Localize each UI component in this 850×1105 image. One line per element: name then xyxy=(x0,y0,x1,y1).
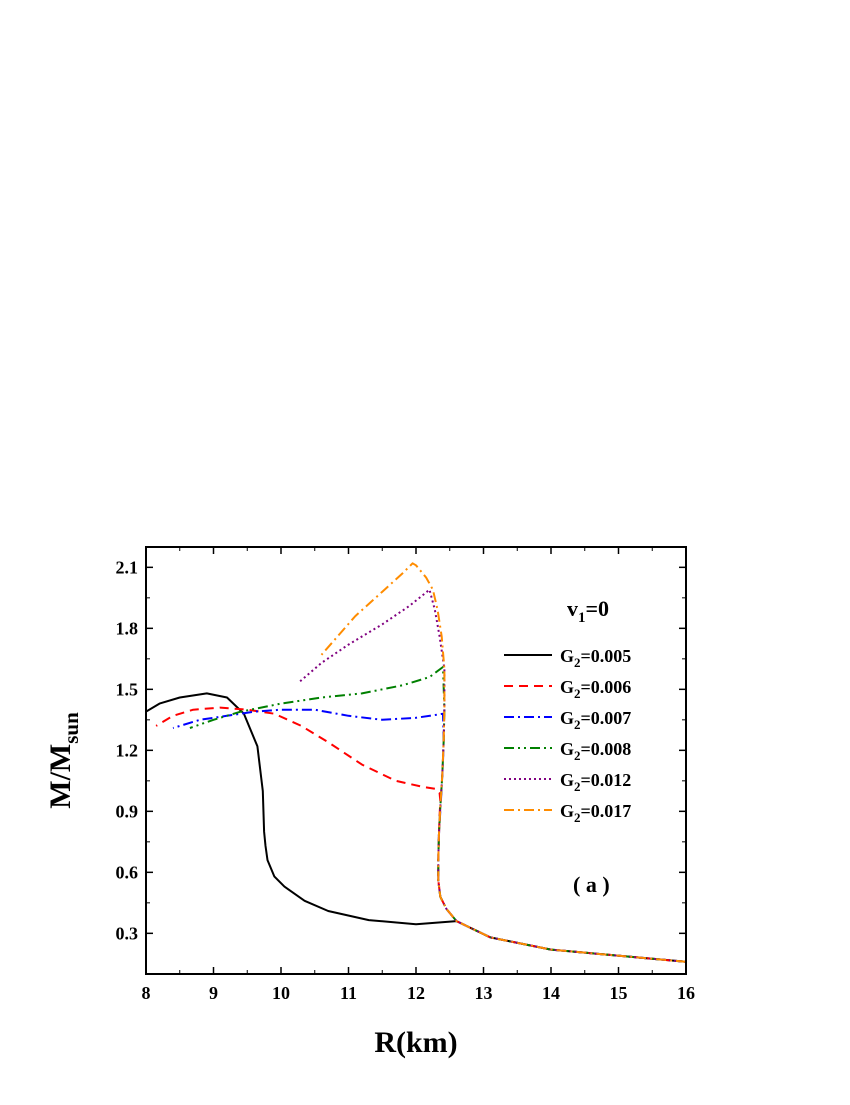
y-tick-label: 0.3 xyxy=(116,923,139,943)
legend-label: G2=0.006 xyxy=(560,677,631,701)
x-tick-label: 13 xyxy=(475,983,493,1003)
legend-label: G2=0.007 xyxy=(560,708,631,732)
x-tick-label: 15 xyxy=(610,983,628,1003)
legend-title-sub: 1 xyxy=(578,610,586,626)
y-axis-label: M/Msun xyxy=(44,712,83,809)
legend-label: G2=0.005 xyxy=(560,646,631,670)
y-tick-label: 2.1 xyxy=(116,557,139,577)
legend: G2=0.005 G2=0.006 G2=0.007 G2=0.008 G2=0.012… xyxy=(504,646,631,825)
legend-title: v1=0 xyxy=(567,596,609,626)
x-tick-label: 9 xyxy=(209,983,218,1003)
series-line-0.012 xyxy=(297,588,686,963)
x-tick-label: 14 xyxy=(542,983,560,1003)
legend-label: G2=0.012 xyxy=(560,770,631,794)
y-tick-label: 0.6 xyxy=(116,862,139,882)
y-axis-label-sub: sun xyxy=(59,712,83,744)
legend-title-main: v xyxy=(567,596,578,621)
y-axis-label-main: M/M xyxy=(44,744,77,809)
x-tick-label: 16 xyxy=(677,983,695,1003)
legend-label: G2=0.017 xyxy=(560,801,631,825)
x-tick-label: 12 xyxy=(407,983,425,1003)
y-tick-label: 1.5 xyxy=(116,679,139,699)
panel-annotation: ( a ) xyxy=(573,872,610,897)
series-line-0.017 xyxy=(320,562,686,963)
legend-label: G2=0.008 xyxy=(560,739,631,763)
legend-title-rest: =0 xyxy=(586,596,610,621)
y-tick-label: 1.8 xyxy=(116,618,139,638)
series-layer xyxy=(146,562,686,963)
series-line-0.005 xyxy=(146,692,686,963)
ticks-layer: 8 9 10 11 12 13 14 15 16 0.3 0.6 0.9 1.2 1.5 1.8 2.1 xyxy=(116,547,695,1003)
x-axis-label: R(km) xyxy=(374,1026,457,1059)
x-tick-label: 8 xyxy=(142,983,151,1003)
x-tick-label: 10 xyxy=(272,983,290,1003)
y-tick-label: 1.2 xyxy=(116,740,139,760)
x-tick-label: 11 xyxy=(340,983,357,1003)
y-tick-label: 0.9 xyxy=(116,801,139,821)
